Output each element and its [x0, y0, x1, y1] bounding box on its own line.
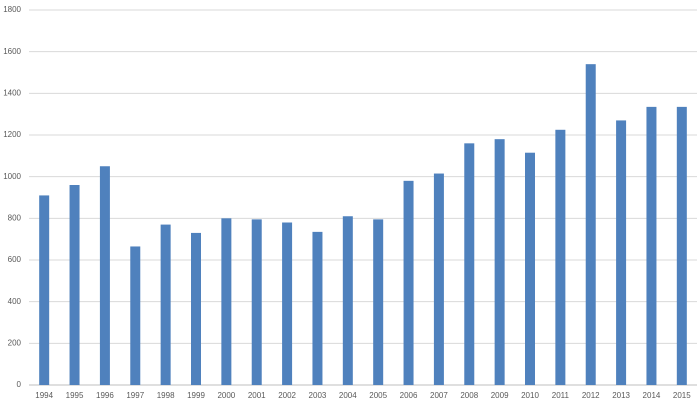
bar [221, 218, 232, 385]
y-tick-label: 1800 [3, 5, 21, 14]
y-tick-label: 1000 [3, 172, 21, 181]
bar [130, 246, 141, 385]
bar [282, 222, 293, 385]
x-tick-label: 1996 [96, 391, 114, 400]
y-tick-label: 600 [8, 255, 22, 264]
x-tick-label: 1998 [157, 391, 175, 400]
bar [99, 166, 110, 385]
y-tick-label: 0 [17, 380, 22, 389]
bar [646, 106, 657, 385]
x-tick-label: 2008 [460, 391, 478, 400]
x-tick-label: 1995 [66, 391, 84, 400]
bar [160, 224, 171, 385]
y-tick-label: 1600 [3, 47, 21, 56]
bar [616, 120, 627, 386]
bar [342, 216, 353, 385]
x-tick-label: 2002 [278, 391, 296, 400]
y-tick-label: 800 [8, 213, 22, 222]
x-tick-label: 1994 [35, 391, 53, 400]
x-tick-label: 2011 [552, 391, 570, 400]
x-tick-label: 2004 [339, 391, 357, 400]
x-tick-label: 2005 [369, 391, 387, 400]
x-tick-label: 2015 [673, 391, 691, 400]
x-tick-label: 2001 [248, 391, 266, 400]
x-tick-label: 2009 [491, 391, 509, 400]
bar [585, 64, 596, 386]
bar [69, 185, 80, 385]
bar [403, 180, 414, 385]
x-tick-label: 2003 [309, 391, 327, 400]
x-tick-label: 2010 [521, 391, 539, 400]
y-tick-label: 400 [8, 297, 22, 306]
bar [494, 139, 505, 385]
bar [525, 152, 535, 385]
x-tick-label: 2000 [217, 391, 235, 400]
bar [464, 143, 475, 385]
bar [676, 106, 687, 385]
bar [555, 129, 566, 385]
x-tick-label: 2006 [400, 391, 418, 400]
x-tick-label: 1997 [126, 391, 144, 400]
x-tick-label: 2013 [612, 391, 630, 400]
x-tick-label: 1999 [187, 391, 205, 400]
y-tick-label: 1200 [3, 130, 21, 139]
y-tick-label: 200 [8, 338, 22, 347]
x-tick-label: 2014 [643, 391, 661, 400]
bar [39, 195, 50, 385]
x-tick-label: 2007 [430, 391, 448, 400]
bar [312, 231, 323, 385]
bar [251, 219, 262, 385]
bar [433, 173, 444, 385]
x-tick-label: 2012 [582, 391, 600, 400]
bar [373, 219, 384, 385]
bar [191, 232, 201, 385]
y-tick-label: 1400 [3, 88, 21, 97]
